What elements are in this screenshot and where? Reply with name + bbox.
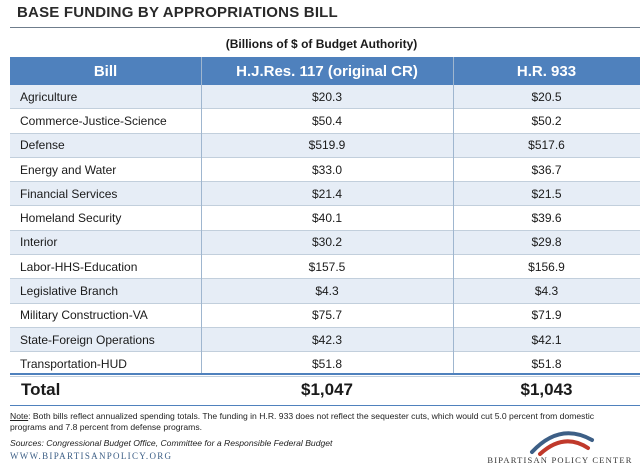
- row-hjres-117-value: $30.2: [311, 235, 343, 250]
- table-row: Homeland Security $40.1 $39.6: [10, 206, 640, 231]
- row-hr-933-value: $71.9: [531, 308, 562, 323]
- row-bill-name: Transportation-HUD: [20, 356, 127, 371]
- row-hjres-117-value: $75.7: [311, 308, 343, 323]
- page-title: BASE FUNDING BY APPROPRIATIONS BILL: [17, 4, 338, 21]
- footnote: Note: Both bills reflect annualized spen…: [10, 411, 630, 433]
- row-bill-name: State-Foreign Operations: [20, 332, 155, 347]
- row-hjres-117-value: $40.1: [311, 211, 343, 226]
- header-hr-933: H.R. 933: [516, 62, 577, 80]
- row-hjres-117-value: $4.3: [315, 284, 339, 299]
- row-bill-name: Legislative Branch: [20, 284, 119, 299]
- row-hr-933-value: $156.9: [528, 259, 565, 274]
- header-hjres-117: H.J.Res. 117 (original CR): [236, 62, 418, 80]
- row-hjres-117-value: $42.3: [311, 332, 343, 347]
- note-text: : Both bills reflect annualized spending…: [10, 411, 595, 432]
- table-row: Legislative Branch $4.3 $4.3: [10, 279, 640, 304]
- row-bill-name: Labor-HHS-Education: [20, 259, 138, 274]
- row-bill-name: Financial Services: [20, 186, 118, 201]
- table-row: Commerce-Justice-Science $50.4 $50.2: [10, 109, 640, 134]
- row-bill-name: Defense: [20, 138, 65, 153]
- row-hr-933-value: $517.6: [528, 138, 565, 153]
- row-hr-933-value: $36.7: [531, 162, 562, 177]
- row-hr-933-value: $39.6: [531, 211, 562, 226]
- table-row: Military Construction-VA $75.7 $71.9: [10, 303, 640, 328]
- row-bill-name: Homeland Security: [20, 211, 122, 226]
- row-hjres-117-value: $157.5: [308, 259, 346, 274]
- table-subtitle: (Billions of $ of Budget Authority): [225, 37, 418, 51]
- table-row: Financial Services $21.4 $21.5: [10, 182, 640, 207]
- total-hjres-117: $1,047: [301, 380, 353, 399]
- header-bill: Bill: [93, 62, 118, 80]
- row-hjres-117-value: $50.4: [311, 113, 343, 128]
- logo-arc-icon: [530, 431, 594, 456]
- row-bill-name: Commerce-Justice-Science: [20, 113, 167, 128]
- total-hr-933: $1,043: [520, 380, 573, 399]
- logo-text: BIPARTISAN POLICY CENTER: [487, 455, 633, 465]
- row-hjres-117-value: $519.9: [308, 138, 346, 153]
- table-header-row: Bill H.J.Res. 117 (original CR) H.R. 933: [10, 57, 640, 85]
- row-hr-933-value: $51.8: [531, 356, 562, 371]
- row-hjres-117-value: $21.4: [311, 186, 343, 201]
- row-hr-933-value: $20.5: [531, 89, 562, 104]
- row-bill-name: Military Construction-VA: [20, 308, 148, 323]
- total-label: Total: [21, 380, 61, 399]
- table-body: Agriculture $20.3 $20.5 Commerce-Justice-Sc…: [10, 85, 640, 377]
- column-divider: [453, 57, 454, 375]
- table-row: Energy and Water $33.0 $36.7: [10, 157, 640, 183]
- row-bill-name: Energy and Water: [20, 162, 117, 177]
- note-label: Note: [10, 411, 29, 421]
- row-hjres-117-value: $33.0: [311, 162, 343, 177]
- table-row: Interior $30.2 $29.8: [10, 230, 640, 256]
- funding-table: Bill H.J.Res. 117 (original CR) H.R. 933…: [10, 57, 640, 377]
- total-row: Total $1,047 $1,043: [10, 373, 640, 406]
- table-row: Transportation-HUD $51.8 $51.8: [10, 352, 640, 377]
- row-hr-933-value: $42.1: [531, 332, 562, 347]
- row-hr-933-value: $21.5: [531, 186, 562, 201]
- row-hr-933-value: $4.3: [534, 284, 559, 299]
- column-divider: [201, 57, 202, 375]
- title-divider: [10, 27, 640, 28]
- row-hjres-117-value: $20.3: [311, 89, 343, 104]
- table-row: State-Foreign Operations $42.3 $42.1: [10, 327, 640, 353]
- website-url: WWW.BIPARTISANPOLICY.ORG: [10, 451, 173, 461]
- table-row: Labor-HHS-Education $157.5 $156.9: [10, 255, 640, 280]
- row-hr-933-value: $50.2: [531, 113, 562, 128]
- row-hr-933-value: $29.8: [531, 235, 562, 250]
- sources-text: Sources: Congressional Budget Office, Co…: [10, 438, 333, 448]
- table-row: Agriculture $20.3 $20.5: [10, 85, 640, 110]
- row-bill-name: Interior: [20, 235, 58, 250]
- bipartisan-policy-center-logo: BIPARTISAN POLICY CENTER: [480, 418, 640, 468]
- table-row: Defense $519.9 $517.6: [10, 133, 640, 158]
- row-bill-name: Agriculture: [20, 89, 78, 104]
- row-hjres-117-value: $51.8: [311, 356, 343, 371]
